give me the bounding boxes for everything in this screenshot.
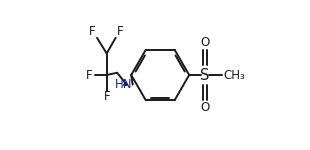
- Text: CH₃: CH₃: [224, 69, 245, 81]
- Text: F: F: [104, 90, 110, 103]
- Text: F: F: [89, 25, 96, 38]
- Text: F: F: [117, 25, 123, 38]
- Text: S: S: [200, 68, 210, 82]
- Text: O: O: [200, 36, 210, 49]
- Text: F: F: [86, 69, 92, 81]
- Text: O: O: [200, 101, 210, 114]
- Text: HN: HN: [114, 78, 132, 91]
